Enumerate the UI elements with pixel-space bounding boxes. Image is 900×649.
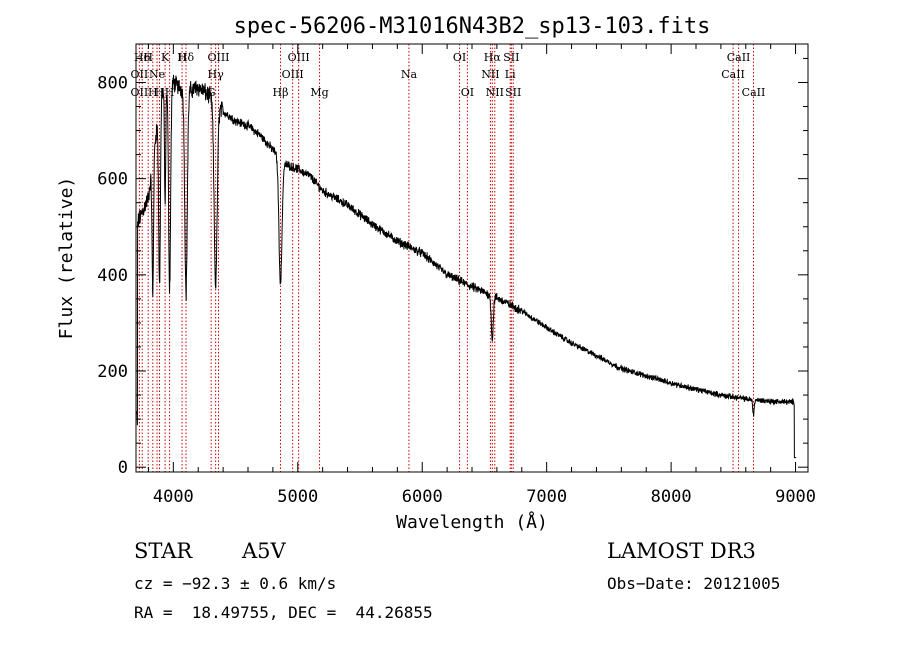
line-label-9: H	[177, 51, 187, 64]
x-tick-label: 5000	[277, 487, 318, 507]
line-label-2: H6	[134, 51, 151, 64]
line-label-10: Hδ	[178, 51, 195, 64]
line-label-26: SII	[505, 86, 521, 99]
y-tick-label: 200	[97, 362, 128, 382]
line-label-17: Mg	[310, 86, 328, 99]
x-axis-label: Wavelength (Å)	[396, 511, 548, 533]
line-label-29: CaII	[742, 86, 766, 99]
line-label-24: Li	[505, 68, 516, 81]
x-tick-label: 4000	[153, 487, 194, 507]
line-label-4: H	[148, 86, 158, 99]
observation-date: Obs−Date: 20121005	[607, 574, 781, 593]
y-axis: 0 200 400 600 800	[97, 57, 808, 478]
line-label-12: Hγ	[208, 68, 225, 81]
line-label-1: OII	[131, 68, 149, 81]
sky-coordinates: RA = 18.49755, DEC = 44.26855	[134, 603, 433, 622]
line-label-25: SII	[503, 51, 519, 64]
chart-title: spec-56206-M31016N43B2_sp13-103.fits	[234, 14, 711, 39]
emission-line-markers	[138, 44, 754, 472]
line-label-3: H	[143, 51, 153, 64]
line-label-19: OI	[453, 51, 466, 64]
line-label-21: NII	[481, 68, 499, 81]
line-label-6: H	[155, 86, 165, 99]
line-label-23: NII	[486, 86, 504, 99]
line-label-18: Na	[401, 68, 418, 81]
survey-name: LAMOST DR3	[607, 539, 756, 563]
line-label-8: H	[165, 86, 175, 99]
spectrum-line	[136, 74, 797, 459]
line-label-20: OI	[461, 86, 474, 99]
x-tick-label: 6000	[402, 487, 443, 507]
line-label-28: CaII	[727, 51, 751, 64]
spectrum-chart: spec-56206-M31016N43B2_sp13-103.fits OII…	[56, 14, 816, 533]
y-tick-label: 0	[118, 458, 128, 478]
x-axis: 4000 5000 6000 7000 8000 9000	[147, 44, 816, 507]
line-label-5: Ne	[149, 68, 165, 81]
line-label-16: OIII	[288, 51, 310, 64]
y-axis-label: Flux (relative)	[56, 177, 77, 340]
y-tick-label: 800	[97, 73, 128, 93]
emission-line-labels: OIIOIIH6HHNeHKHHHδGHγOIIIHβOIIIOIIIMgNaO…	[131, 51, 766, 99]
line-label-13: OIII	[207, 51, 229, 64]
x-tick-label: 8000	[651, 487, 692, 507]
line-label-14: Hβ	[273, 86, 289, 99]
object-class: STAR	[134, 539, 193, 563]
plot-frame	[135, 43, 809, 473]
x-tick-label: 9000	[775, 487, 816, 507]
y-tick-label: 400	[97, 266, 128, 286]
line-label-0: OII	[131, 86, 149, 99]
line-label-22: Hα	[484, 51, 502, 64]
y-tick-label: 600	[97, 170, 128, 190]
line-label-27: CaII	[721, 68, 745, 81]
redshift-velocity: cz = −92.3 ± 0.6 km/s	[134, 574, 337, 593]
object-subclass: A5V	[242, 539, 286, 563]
line-label-15: OIII	[282, 68, 304, 81]
x-tick-label: 7000	[526, 487, 567, 507]
line-label-7: K	[161, 51, 170, 64]
